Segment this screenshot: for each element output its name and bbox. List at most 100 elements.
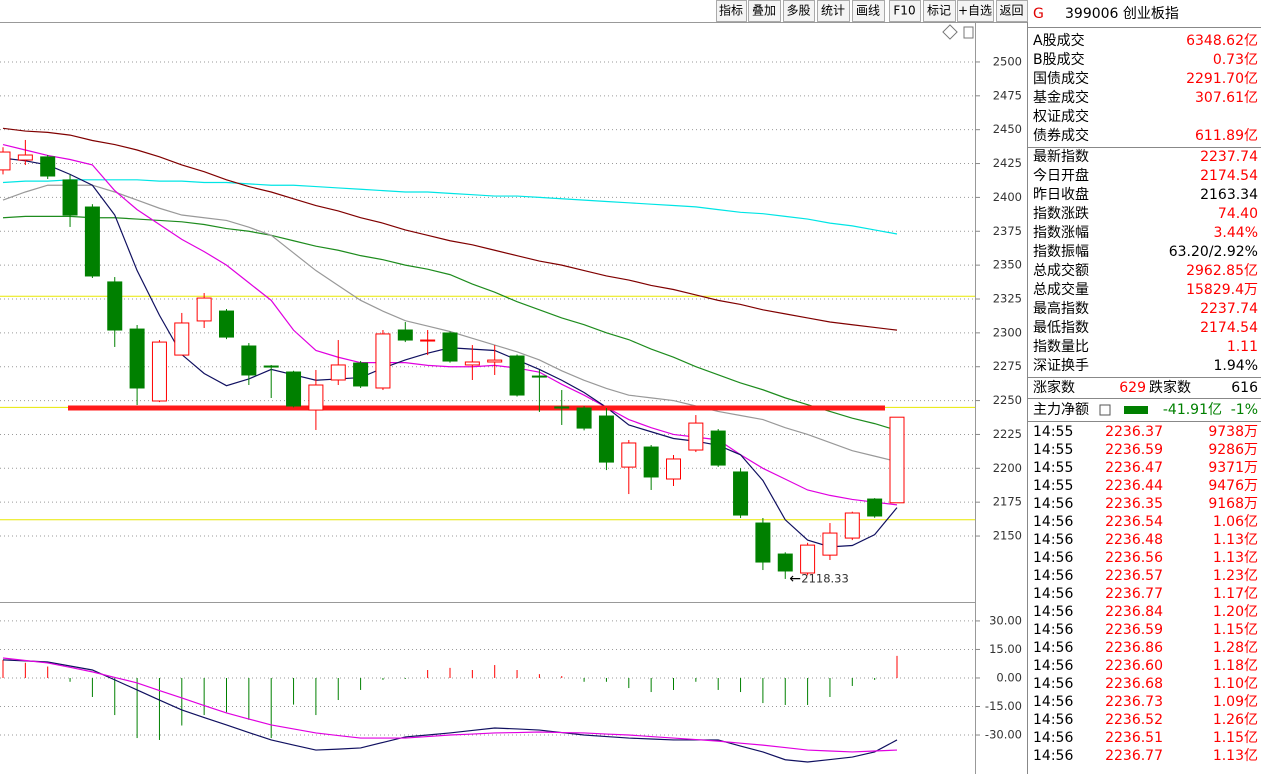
tick-time: 14:56 [1033,550,1073,566]
tick-volume: 1.13亿 [1213,550,1258,566]
candle-body [666,458,681,480]
y-tick-label: -15.00 [985,699,1022,713]
tick-time: 14:56 [1033,640,1073,656]
stat-label: A股成交 [1033,32,1085,49]
candle-body [196,297,212,322]
y-tick-label: 2175 [993,495,1022,509]
stat-value: 307.61亿 [1195,90,1258,106]
tick-time: 14:55 [1033,460,1073,476]
toolbar-button[interactable] [716,0,747,22]
stat-label: 指数涨跌 [1033,206,1089,222]
candle-body [397,329,413,341]
tick-volume: 9476万 [1208,478,1258,494]
stat-label: 最高指数 [1033,300,1089,317]
tick-price: 2236.47 [1105,460,1163,476]
stat-value: 0.73亿 [1213,52,1258,68]
stat-value: 74.40 [1218,206,1258,222]
stat-value: 2237.74 [1200,301,1258,317]
stat-value: 63.20/2.92% [1169,244,1258,260]
icon[interactable] [942,24,958,40]
stat-label: 昨日收盘 [1033,186,1089,203]
toolbar-button-label[interactable]: 统计 [821,4,845,18]
toolbar-button-label[interactable]: 指标 [719,3,743,18]
indicator-line [2,179,898,235]
toolbar-button-label[interactable]: 多股 [786,4,810,18]
toolbar-button[interactable] [923,0,956,22]
toolbar-button[interactable] [748,0,781,22]
candle-body [889,416,905,504]
toolbar-button[interactable] [817,0,850,22]
candle-body [777,553,793,572]
stat-label: 基金成交 [1033,89,1089,106]
toolbar-button-label[interactable]: 返回 [999,4,1023,18]
tick-volume: 1.09亿 [1213,694,1258,710]
stat-label: 总成交量 [1033,281,1089,298]
stat-value: 1.11 [1227,339,1258,355]
stat-label: 最低指数 [1033,320,1089,336]
tick-price: 2236.68 [1105,676,1163,692]
candle-body [308,384,324,411]
toolbar-button-label[interactable]: 画线 [856,4,880,18]
candle-body [844,512,860,539]
tick-price: 2236.84 [1105,604,1163,620]
flow-value: -41.91亿 [1163,402,1222,418]
y-tick-label: 15.00 [989,642,1022,656]
y-tick-label: -30.00 [985,728,1022,742]
candle-body [531,375,547,378]
stat-value: 2237.74 [1200,149,1258,165]
indicator-line [2,659,898,763]
breadth-up: 629 [1119,380,1146,396]
toolbar-button[interactable] [996,0,1028,22]
candle-body [241,345,257,376]
stat-label: 指数量比 [1033,339,1089,355]
tick-volume: 1.15亿 [1213,730,1258,746]
y-tick-label: 2250 [993,393,1022,407]
toolbar-button-label[interactable]: 叠加 [752,4,776,18]
indicator-line [2,657,898,753]
stat-value: 2174.54 [1200,168,1258,184]
toolbar-button[interactable] [889,0,921,22]
stat-label: 债券成交 [1033,127,1089,144]
stat-value: 2962.85亿 [1186,263,1258,279]
tick-time: 14:56 [1033,496,1073,512]
icon[interactable] [963,26,974,39]
y-tick-label: 2300 [993,325,1022,339]
y-tick-label: 2475 [993,88,1022,102]
toolbar-button[interactable] [957,0,994,22]
stat-value: 15829.4万 [1186,282,1258,298]
toolbar-button-label[interactable]: 标记 [927,4,951,18]
y-tick-label: 2350 [993,258,1022,272]
tick-price: 2236.52 [1105,712,1163,728]
tick-time: 14:56 [1033,712,1073,728]
badge: G [1033,6,1044,22]
y-tick-label: 2150 [993,529,1022,543]
candle-body [263,365,279,368]
tick-price: 2236.59 [1105,622,1163,638]
tick-time: 14:56 [1033,514,1073,530]
tick-time: 14:56 [1033,586,1073,602]
toolbar-button[interactable] [852,0,885,22]
candle-body [375,333,391,389]
tick-time: 14:55 [1033,442,1073,458]
index-code: 399006 创业板指 [1065,6,1179,22]
y-tick-label: 2325 [993,291,1022,305]
candle-body [867,498,883,517]
y-tick-label: 0.00 [996,670,1022,684]
candle-body [509,355,525,396]
toolbar-button-label[interactable]: F10 [893,4,915,18]
low-arrow: ← [789,571,801,587]
candle-body [755,522,771,563]
flow-icon[interactable] [1099,404,1111,416]
candle-body [330,364,346,381]
stat-label: 指数涨幅 [1033,225,1089,241]
candle-body [710,430,726,466]
candle-body [554,406,570,409]
y-tick-label: 2450 [993,122,1022,136]
candle-body [174,322,190,356]
toolbar-button[interactable] [783,0,815,22]
tick-volume: 1.13亿 [1213,532,1258,548]
breadth-down: 616 [1231,380,1258,396]
toolbar-button-label[interactable]: +自选 [958,4,992,18]
candle-body [576,407,592,429]
